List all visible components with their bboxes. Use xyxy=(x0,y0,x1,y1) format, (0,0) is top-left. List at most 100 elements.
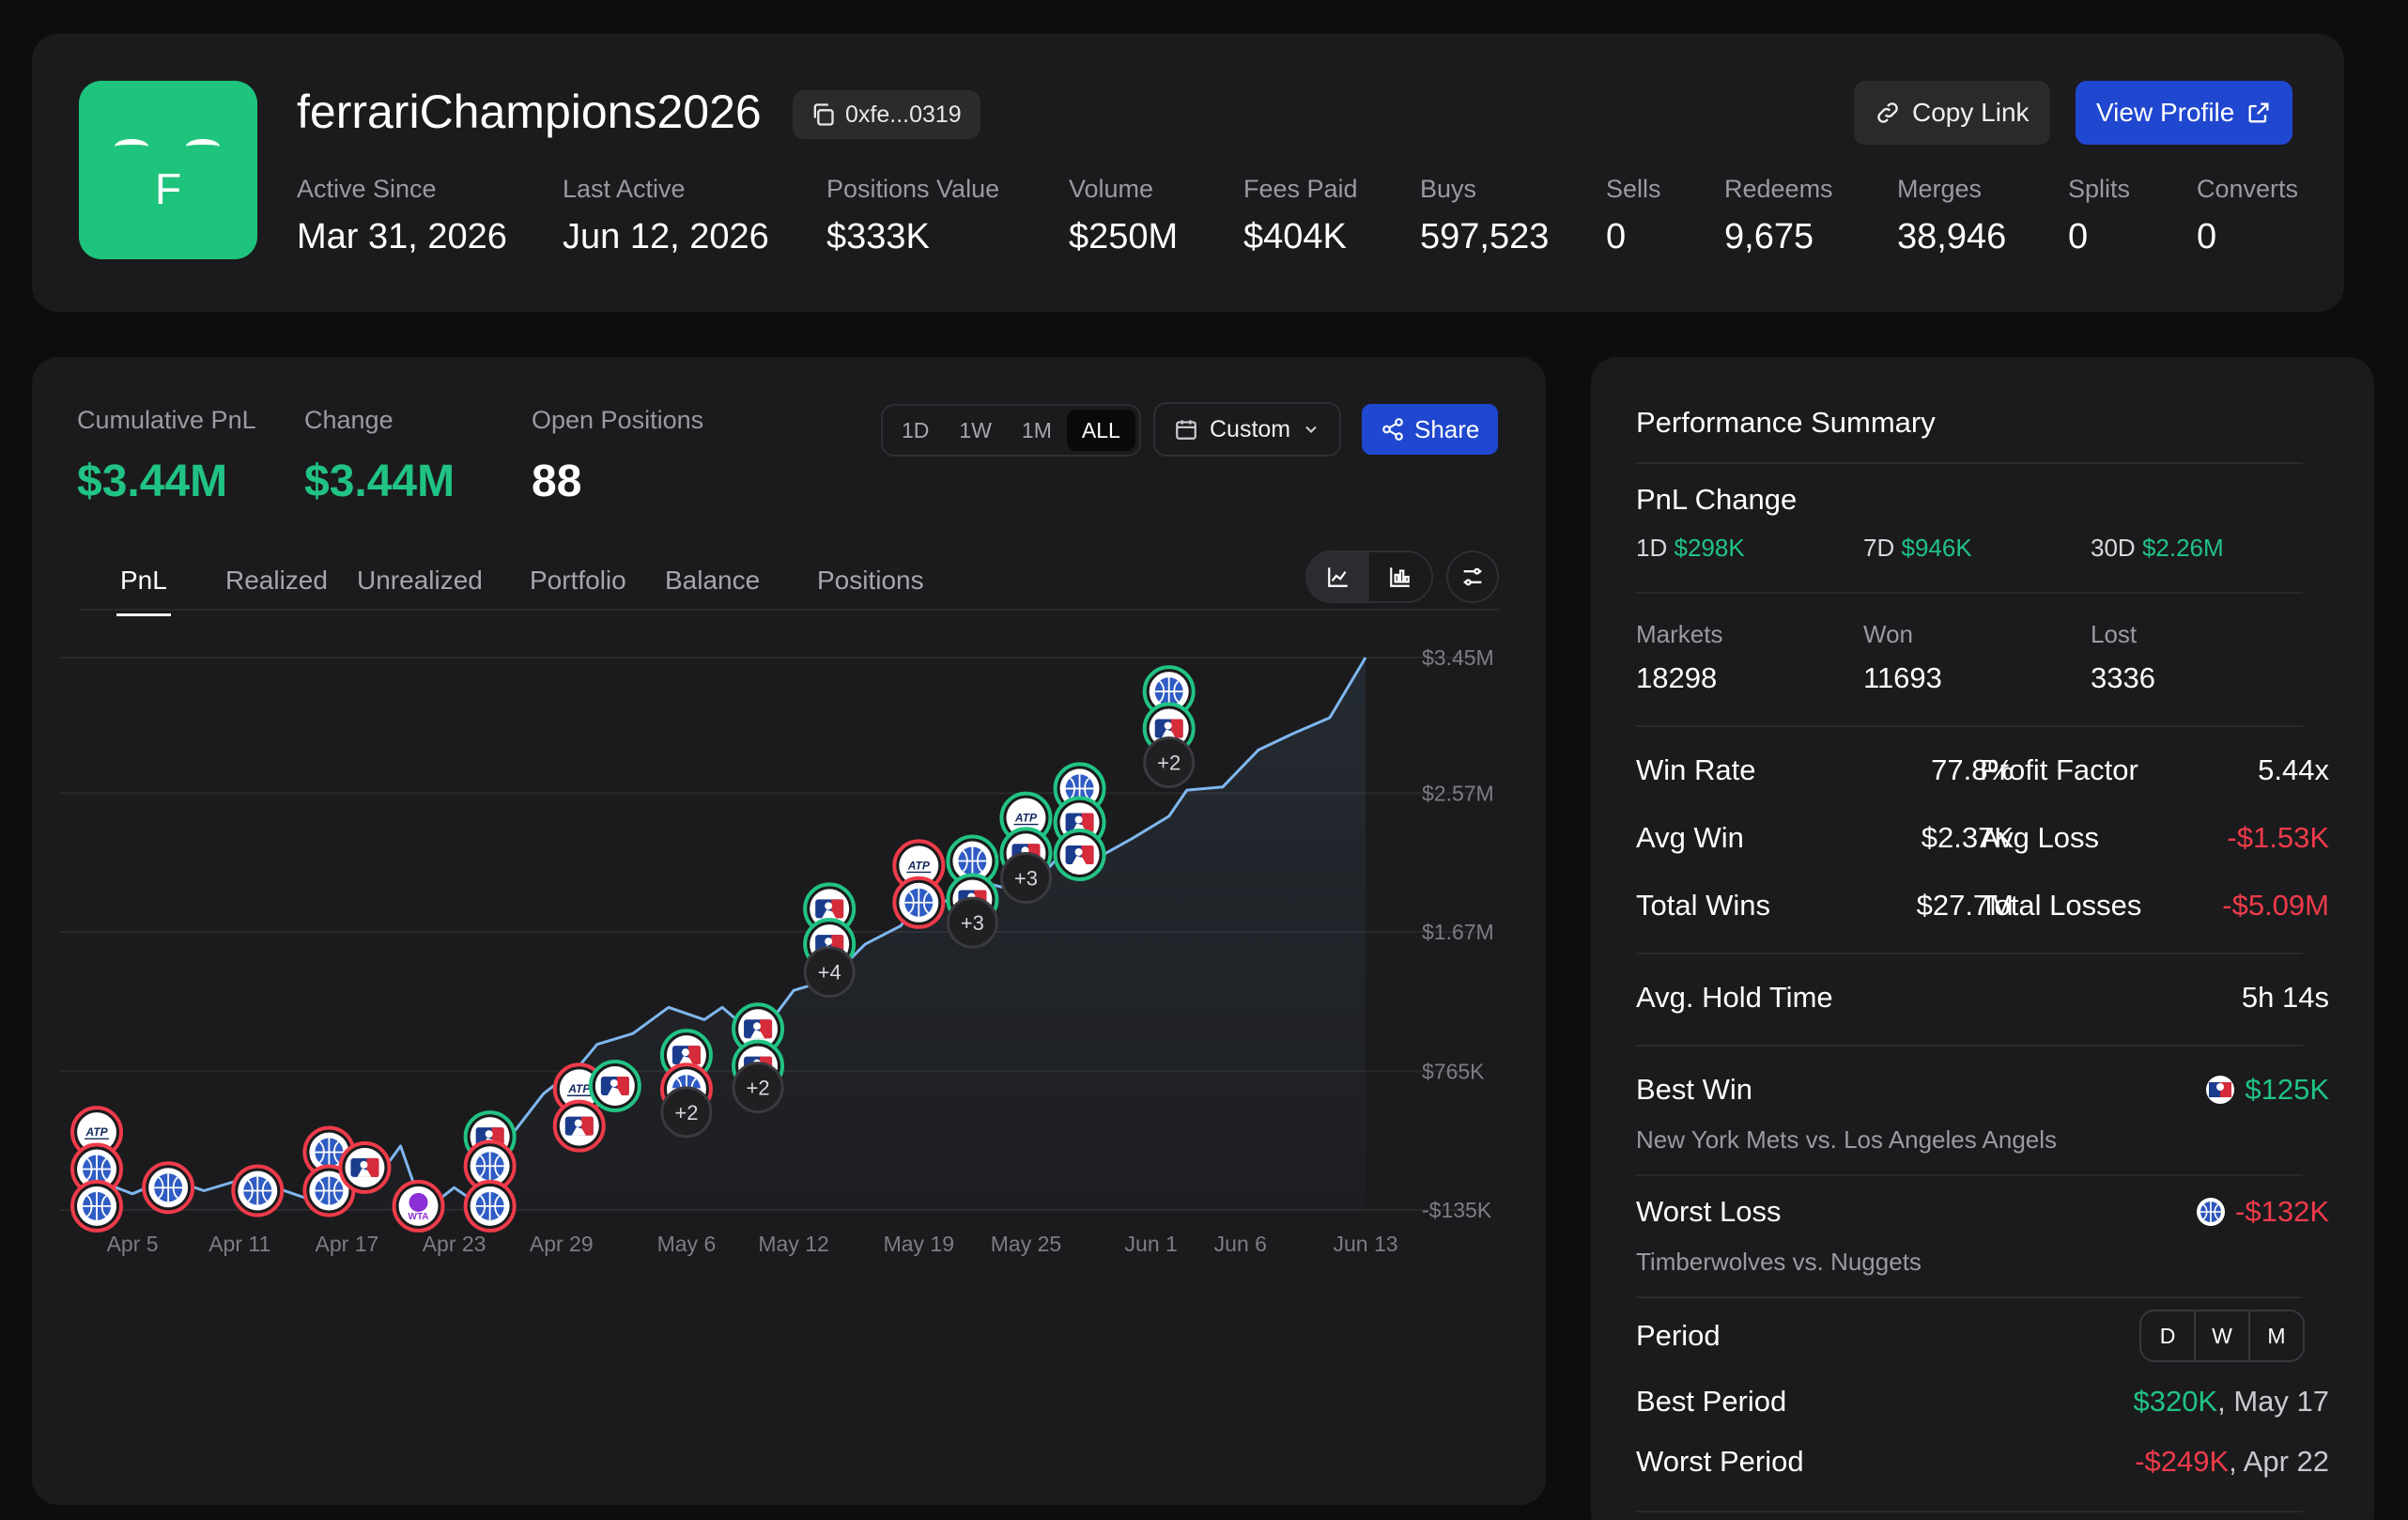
tab-portfolio[interactable]: Portfolio xyxy=(530,566,626,595)
period-week-button[interactable]: W xyxy=(2194,1311,2248,1360)
position-marker-atp[interactable]: ATP xyxy=(552,1062,606,1116)
avg-win-label: Avg Win xyxy=(1636,821,1744,854)
avg-win-value: $2.37K xyxy=(1921,821,2014,854)
avg-hold-value: 5h 14s xyxy=(2241,981,2329,1014)
share-label: Share xyxy=(1414,414,1480,443)
bar-chart-button[interactable] xyxy=(1369,552,1431,601)
metric-cumulative-pnl: Cumulative PnL $3.44M xyxy=(77,406,256,506)
stat-active-since: Active Since Mar 31, 2026 xyxy=(297,175,507,256)
divider xyxy=(1636,1045,2303,1047)
x-tick-label: Apr 11 xyxy=(208,1232,270,1256)
range-all[interactable]: ALL xyxy=(1066,410,1135,451)
pnl-chart: ATP WTA ATP ATP ATP +2 +2 +4 +3 +3 +2 $3.45M $2.57M… xyxy=(60,645,1494,1256)
copy-link-button[interactable]: Copy Link xyxy=(1854,81,2050,145)
range-selector: 1D 1W 1M ALL xyxy=(881,404,1141,457)
x-tick-label: Apr 17 xyxy=(316,1232,379,1256)
tab-realized[interactable]: Realized xyxy=(225,566,328,595)
tab-unrealized[interactable]: Unrealized xyxy=(357,566,483,595)
position-marker-nba[interactable] xyxy=(463,1140,517,1193)
avatar-eye-left xyxy=(115,139,148,154)
marker-count-badge[interactable]: +3 xyxy=(999,852,1052,905)
position-marker-nba[interactable] xyxy=(231,1164,285,1218)
marker-count-badge[interactable]: +2 xyxy=(732,1062,784,1114)
marker-count-label: +3 xyxy=(961,911,984,935)
lost-label: Lost xyxy=(2091,620,2138,648)
marker-count-label: +3 xyxy=(1014,867,1038,891)
tab-positions[interactable]: Positions xyxy=(817,566,924,595)
position-marker-nba[interactable] xyxy=(302,1125,356,1179)
best-win-market: New York Mets vs. Los Angeles Angels xyxy=(1636,1125,2058,1154)
position-marker-atp[interactable]: ATP xyxy=(70,1106,124,1159)
change-1d: 1D $298K xyxy=(1636,534,1745,562)
divider xyxy=(1636,953,2303,954)
y-tick-label: $765K xyxy=(1422,1059,1485,1083)
stat-converts: Converts 0 xyxy=(2197,175,2299,256)
range-1d[interactable]: 1D xyxy=(902,418,930,442)
period-label: Period xyxy=(1636,1319,1721,1352)
custom-range-dropdown[interactable]: Custom xyxy=(1153,402,1342,457)
stat-fees-paid: Fees Paid $404K xyxy=(1243,175,1358,256)
bar-chart-icon xyxy=(1390,567,1410,587)
period-month-button[interactable]: M xyxy=(2248,1311,2303,1360)
position-marker-mlb[interactable] xyxy=(552,1099,606,1153)
stat-sells: Sells 0 xyxy=(1606,175,1661,256)
area-chart-icon xyxy=(1328,567,1348,587)
chart-type-toggle xyxy=(1305,551,1433,603)
x-tick-label: May 6 xyxy=(657,1232,717,1256)
marker-count-badge[interactable]: +2 xyxy=(1143,737,1196,789)
total-wins-label: Total Wins xyxy=(1636,889,1770,922)
position-marker-nba[interactable] xyxy=(302,1164,356,1218)
position-marker-wta[interactable]: WTA xyxy=(392,1179,445,1233)
position-marker-mlb[interactable] xyxy=(1053,828,1106,881)
position-marker-nba[interactable] xyxy=(142,1161,195,1215)
pnl-change-label: PnL Change xyxy=(1636,483,1798,516)
worst-loss-market: Timberwolves vs. Nuggets xyxy=(1636,1248,1922,1276)
worst-loss-value-group: -$132K xyxy=(2196,1195,2329,1229)
metric-change: Change $3.44M xyxy=(304,406,455,506)
x-tick-label: Apr 29 xyxy=(530,1232,594,1256)
worst-period-value-group: -$249K, Apr 22 xyxy=(2135,1445,2329,1479)
period-day-button[interactable]: D xyxy=(2159,1323,2176,1348)
markets-value: 18298 xyxy=(1636,661,1718,694)
position-marker-mlb[interactable] xyxy=(338,1140,392,1194)
tab-pnl[interactable]: PnL xyxy=(116,566,171,616)
position-marker-nba[interactable] xyxy=(70,1179,124,1233)
won-value: 11693 xyxy=(1863,661,1942,694)
share-icon xyxy=(1382,418,1403,441)
best-win-value-group: $125K xyxy=(2205,1073,2329,1107)
divider xyxy=(1636,725,2303,727)
share-button[interactable]: Share xyxy=(1362,404,1499,455)
worst-period-date: , Apr 22 xyxy=(2229,1445,2329,1478)
position-marker-mlb[interactable] xyxy=(732,1002,785,1056)
area-chart-button[interactable] xyxy=(1307,552,1369,601)
range-1w[interactable]: 1W xyxy=(959,418,992,442)
position-marker-nba[interactable] xyxy=(1142,665,1196,719)
worst-loss-label: Worst Loss xyxy=(1636,1195,1782,1228)
custom-label: Custom xyxy=(1210,415,1291,442)
profit-factor-value: 5.44x xyxy=(2258,753,2329,786)
divider xyxy=(1636,1511,2303,1512)
x-tick-label: Apr 23 xyxy=(423,1232,486,1256)
pnl-card: Cumulative PnL $3.44M Change $3.44M Open… xyxy=(32,357,1546,1505)
position-marker-nba[interactable] xyxy=(892,876,946,929)
stat-volume: Volume $250M xyxy=(1069,175,1179,256)
position-marker-nba[interactable] xyxy=(463,1179,517,1233)
marker-count-badge[interactable]: +4 xyxy=(803,946,856,999)
tab-balance[interactable]: Balance xyxy=(665,566,761,595)
marker-count-badge[interactable]: +2 xyxy=(660,1086,713,1139)
mlb-icon xyxy=(2206,1076,2235,1104)
range-1m[interactable]: 1M xyxy=(1021,418,1052,442)
y-tick-label: $2.57M xyxy=(1422,781,1494,805)
position-marker-mlb[interactable] xyxy=(588,1059,641,1112)
view-profile-button[interactable]: View Profile xyxy=(2076,81,2293,145)
best-win-value: $125K xyxy=(2245,1073,2329,1106)
chart-settings-button[interactable] xyxy=(1446,551,1499,603)
marker-count-badge[interactable]: +3 xyxy=(946,896,998,949)
y-tick-label: $1.67M xyxy=(1422,920,1494,944)
stat-buys: Buys 597,523 xyxy=(1420,175,1550,256)
divider xyxy=(1636,592,2303,594)
address-chip[interactable]: 0xfe...0319 xyxy=(793,90,980,139)
svg-text:ATP: ATP xyxy=(907,859,931,872)
stat-splits: Splits 0 xyxy=(2068,175,2131,256)
marker-count-label: +2 xyxy=(747,1077,770,1100)
